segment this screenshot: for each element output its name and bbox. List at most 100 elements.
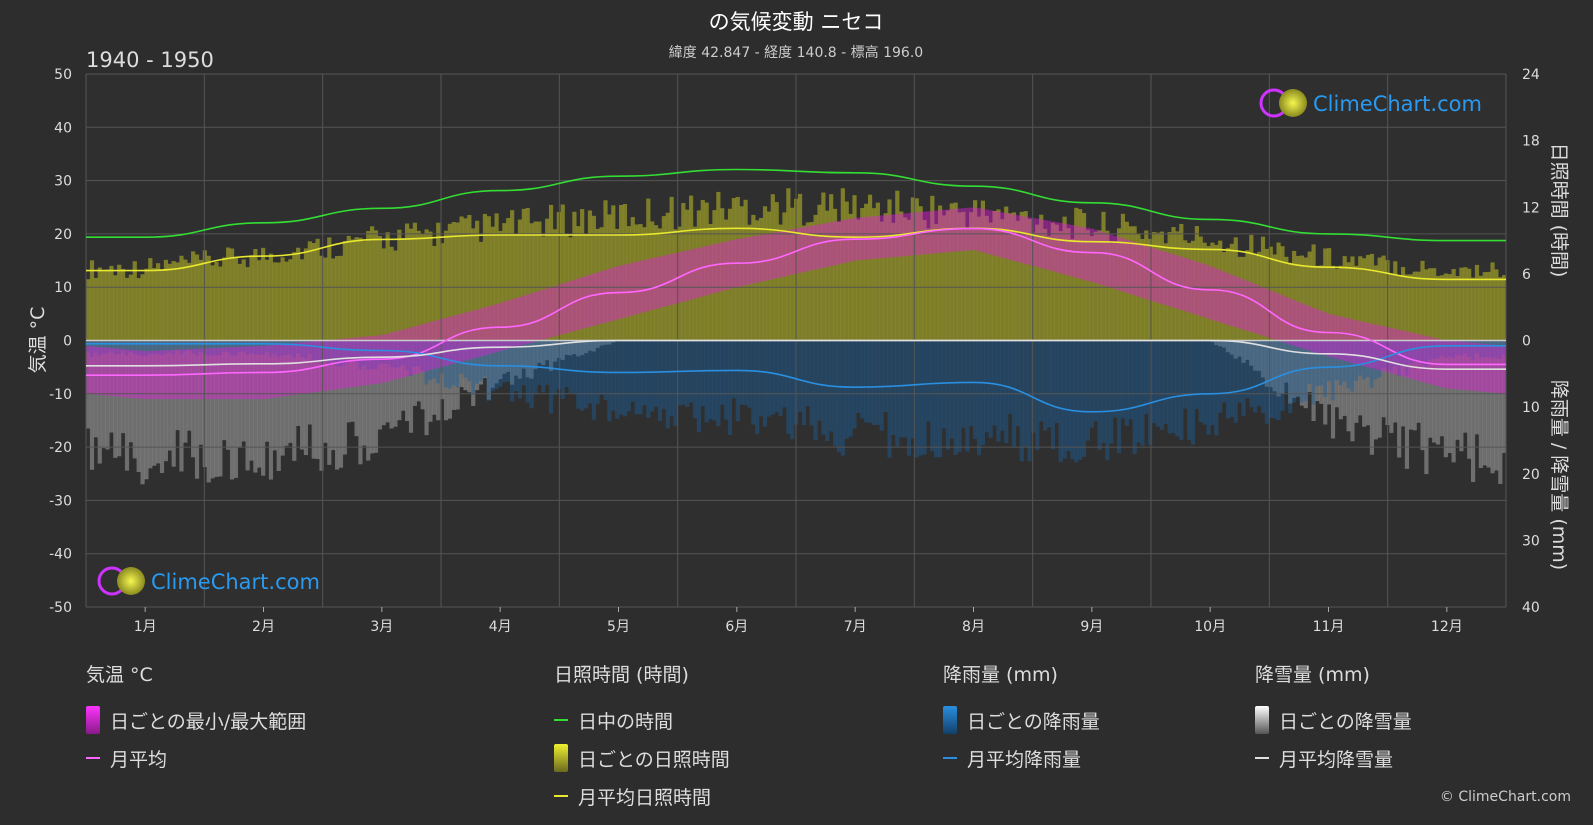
temp-range-bar [1455,341,1460,390]
sunshine-bar [93,277,98,341]
temp-range-bar [1482,343,1487,392]
sunshine-bar [194,254,200,341]
rain-bar [276,340,281,357]
rain-bar [1140,340,1145,446]
sunshine-bar [1323,248,1328,341]
sunshine-bar [1257,251,1262,341]
rain-bar [1249,340,1254,408]
temp-range-bar [957,208,962,252]
sunshine-bar [1451,269,1456,341]
rain-bar [548,340,554,414]
rain-bar [591,340,596,420]
temp-range-bar [945,209,950,253]
snow-bar [537,340,542,363]
sunshine-bar [1474,264,1480,341]
snow-bar [132,340,137,459]
snow-bar [1412,340,1417,431]
rain-bar [817,340,822,421]
temp-range-bar [1292,299,1297,346]
temp-range-bar [1237,277,1242,329]
rain-bar [315,340,320,362]
legend-item: 日ごとの降雪量 [1255,701,1412,739]
rain-bar [1381,340,1386,369]
temp-range-bar [420,324,425,373]
sunshine-bar [829,194,834,341]
temp-range-bar [848,218,853,262]
rain-bar [478,340,484,381]
sunshine-bar [809,221,814,341]
sunshine-bar [1245,250,1250,341]
sunshine-bar [1054,224,1059,341]
rain-bar [475,340,480,384]
sunshine-bar [1035,224,1040,341]
snow-avg-swatch-icon [1255,757,1269,759]
sunshine-bar [650,221,655,341]
snow-bar [498,340,503,380]
temp-range-bar [354,337,359,387]
temp-range-bar [1004,213,1009,259]
rain-bar [646,340,651,418]
snow-bar [327,340,332,465]
rain-bar [1214,340,1219,436]
snow-bar [346,340,351,423]
rain-bar [517,340,523,399]
temp-range-bar [580,277,585,330]
snow-bar [121,340,126,434]
sunshine-bar [1066,228,1071,341]
left-tick-label: 10 [54,280,72,296]
sunshine-bar [89,260,95,341]
sunshine-bar [1031,232,1036,341]
temp-range-bar [276,344,281,398]
legend-item: 日ごとの降雨量 [943,701,1100,739]
sunshine-bar [1486,271,1491,341]
rain-bar [1163,340,1168,425]
rain-bar [1116,340,1122,454]
sunshine-bar [1140,238,1145,341]
sunshine-bar [603,200,608,341]
sunshine-bar [996,209,1001,341]
rain-bar [370,340,375,369]
sunshine-bar [124,277,130,341]
snow-bar [389,340,394,429]
sunshine-bar [1019,211,1024,341]
snow-bar [1218,340,1223,347]
temp-avg-swatch-icon [86,757,100,759]
rain-bar [805,340,810,407]
temp-range-bar [346,338,351,388]
temp-range-bar [1365,322,1371,368]
sunshine-bar [1093,231,1098,341]
snow-bar [198,340,204,445]
rain-bar [237,340,242,353]
sunshine-bar [214,261,219,341]
temp-range-bar [716,243,721,293]
snow-bar [338,340,344,468]
temp-range-bar [992,211,997,256]
legend-item: 日中の時間 [554,701,730,739]
sunshine-bar [692,226,698,341]
rain-bar [264,340,270,352]
sunshine-bar [1470,277,1476,341]
rain-bar [840,340,845,456]
snow-bar [548,340,554,371]
sunshine-bar [1338,265,1343,341]
right-bottom-axis-title: 降雨量 / 降雪量 (mm) [1548,380,1570,570]
snow-bar [128,340,133,443]
rain-bar [408,340,414,376]
rain-bar [949,340,954,439]
sunshine-bar [735,196,740,341]
sunshine-bar [1350,256,1355,341]
rain-bar [179,340,184,355]
snow-bar [1498,340,1503,484]
sunshine-bar [704,202,709,341]
legend-label: 日ごとの降雪量 [1279,710,1412,733]
chart-subtitle: 緯度 42.847 - 経度 140.8 - 標高 196.0 [669,44,923,61]
temp-range-bar [541,289,546,340]
temp-range-bar [720,242,725,292]
sunshine-bar [533,221,538,341]
left-tick-label: -30 [49,493,72,509]
temp-range-bar [86,346,91,394]
sunshine-bar [700,199,705,341]
snow-bar [350,340,355,422]
legend-label: 月平均日照時間 [578,786,712,809]
temp-range-bar [1342,317,1347,361]
